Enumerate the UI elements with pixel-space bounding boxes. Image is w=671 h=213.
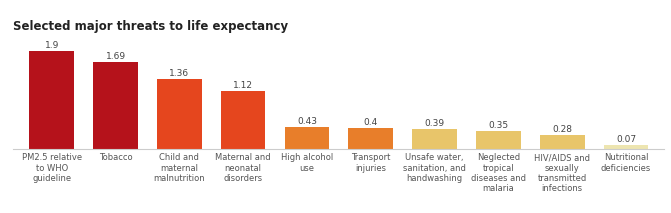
Bar [157,79,202,149]
Text: 1.12: 1.12 [233,81,253,90]
Bar [540,135,584,149]
Bar [604,145,648,149]
Text: 0.4: 0.4 [364,118,378,127]
Text: 0.35: 0.35 [488,121,509,130]
Bar [412,129,457,149]
Text: 0.43: 0.43 [297,117,317,126]
Text: 0.28: 0.28 [552,125,572,134]
Bar [285,127,329,149]
Bar [221,91,266,149]
Bar [30,51,74,149]
Text: 0.07: 0.07 [616,135,636,144]
Bar [93,62,138,149]
Text: 0.39: 0.39 [425,119,445,128]
Text: 1.9: 1.9 [44,41,59,50]
Text: Selected major threats to life expectancy: Selected major threats to life expectanc… [13,20,289,33]
Bar [348,128,393,149]
Text: 1.69: 1.69 [105,52,125,61]
Text: 1.36: 1.36 [169,69,189,78]
Bar [476,131,521,149]
